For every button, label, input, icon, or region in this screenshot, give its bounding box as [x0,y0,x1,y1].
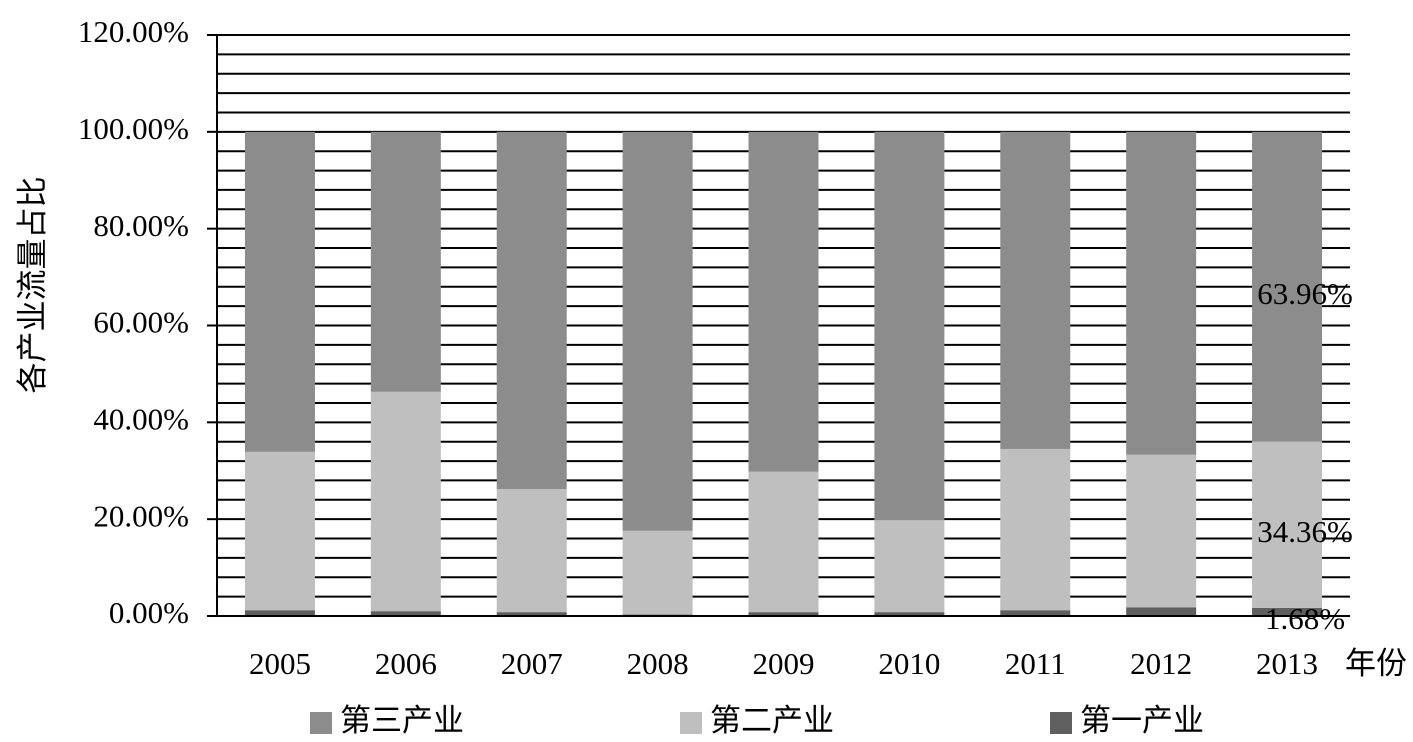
bar-segment [496,612,567,616]
bar-segment [874,520,945,613]
legend-swatch [680,712,702,734]
bar-segment [244,610,315,616]
bar-segment [1000,131,1071,449]
y-tick-label: 20.00% [93,498,189,533]
x-tick-label: 2006 [375,646,437,681]
data-label: 63.96% [1257,276,1353,311]
legend-label: 第三产业 [340,703,464,738]
bar-segment [1126,131,1197,455]
bar-segment [748,131,819,472]
bar-segment [874,612,945,616]
bar-segment [622,131,693,531]
bar-segment [1252,131,1323,442]
legend-swatch [310,712,332,734]
bar-segment [874,131,945,521]
x-tick-label: 2011 [1005,646,1066,681]
bar-segment [748,612,819,616]
y-tick-label: 40.00% [93,401,189,436]
bar-segment [1126,607,1197,616]
legend-swatch [1050,712,1072,734]
bar-segment [1000,610,1071,616]
y-axis-label: 各产业流量占比 [15,177,50,394]
bar-segment [1252,441,1323,608]
y-tick-label: 120.00% [78,14,189,49]
x-tick-label: 2008 [627,646,689,681]
bar-segment [1126,454,1197,608]
bar-segment [496,489,567,613]
y-tick-label: 60.00% [93,305,189,340]
y-tick-label: 0.00% [109,595,189,630]
y-tick-label: 100.00% [78,111,189,146]
bar-segment [244,451,315,611]
x-axis-label: 年份 [1345,646,1407,681]
bar-segment [244,131,315,452]
bar-segment [370,391,441,612]
y-tick-label: 80.00% [93,208,189,243]
bar-segment [1000,448,1071,611]
x-tick-label: 2010 [878,646,940,681]
bar-segment [748,471,819,613]
x-tick-label: 2005 [249,646,311,681]
x-tick-label: 2009 [753,646,815,681]
bar-segment [496,131,567,490]
x-tick-label: 2007 [501,646,563,681]
x-tick-label: 2012 [1130,646,1192,681]
legend-label: 第二产业 [710,703,834,738]
data-label: 34.36% [1257,514,1353,549]
bar-segment [622,530,693,615]
bar-segment [370,611,441,616]
legend-label: 第一产业 [1080,703,1204,738]
bar-segment [1252,607,1323,616]
x-tick-label: 2013 [1256,646,1318,681]
bar-segment [370,131,441,392]
